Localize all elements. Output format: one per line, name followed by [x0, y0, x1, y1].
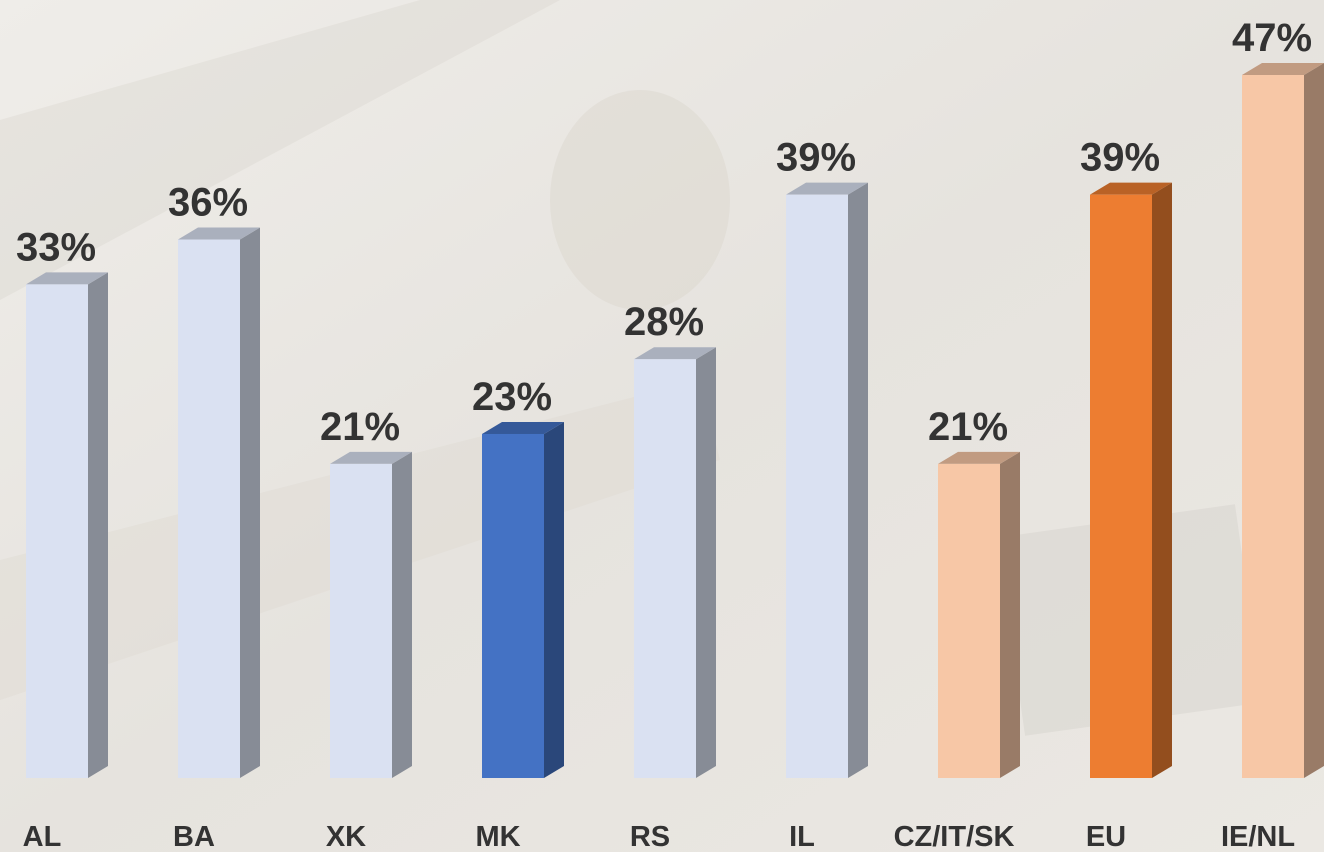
- bar: [330, 464, 392, 778]
- value-label: 47%: [1232, 16, 1312, 60]
- bar-side: [544, 422, 564, 778]
- bar: [1090, 195, 1152, 778]
- value-label: 21%: [320, 405, 400, 449]
- x-tick-label: AL: [23, 821, 62, 852]
- page: {"chart_data": {"type": "bar3d", "catego…: [0, 0, 1324, 852]
- bar-side: [88, 272, 108, 778]
- x-tick-label: EU: [1086, 821, 1126, 852]
- x-tick-label: MK: [475, 821, 520, 852]
- bar: [938, 464, 1000, 778]
- x-tick-label: XK: [326, 821, 366, 852]
- x-tick-label: IL: [789, 821, 815, 852]
- bar: [178, 240, 240, 778]
- x-tick-label: RS: [630, 821, 670, 852]
- value-label: 39%: [776, 136, 856, 180]
- bar-side: [1152, 183, 1172, 778]
- x-tick-label: CZ/IT/SK: [894, 821, 1015, 852]
- x-tick-label: BA: [173, 821, 215, 852]
- bar: [26, 284, 88, 778]
- chart: 33% AL 36% BA 21% XK 23% MK 28% RS 39% IL 21% CZ/IT/S…: [0, 0, 1324, 852]
- bar: [1242, 75, 1304, 778]
- bar-side: [240, 228, 260, 778]
- bar-side: [848, 183, 868, 778]
- value-label: 28%: [624, 300, 704, 344]
- bar-side: [392, 452, 412, 778]
- x-tick-label: IE/NL: [1221, 821, 1295, 852]
- value-label: 36%: [168, 181, 248, 225]
- value-label: 39%: [1080, 136, 1160, 180]
- bar-side: [1304, 63, 1324, 778]
- bar: [634, 359, 696, 778]
- bar: [786, 195, 848, 778]
- value-label: 33%: [16, 225, 96, 269]
- value-label: 23%: [472, 375, 552, 419]
- bar-side: [1000, 452, 1020, 778]
- bar: [482, 434, 544, 778]
- value-label: 21%: [928, 405, 1008, 449]
- bar-side: [696, 347, 716, 778]
